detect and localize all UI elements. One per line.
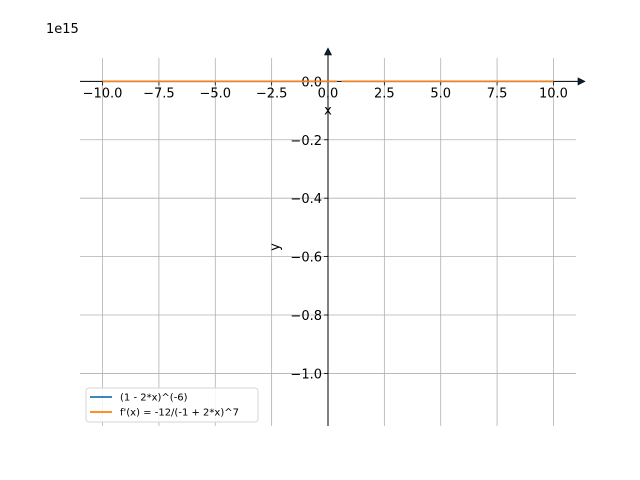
y-scale-offset-label: 1e15 xyxy=(46,22,79,37)
x-tick-label: −10.0 xyxy=(83,86,123,101)
x-tick-label: 10.0 xyxy=(539,86,568,101)
legend-label-2: f'(x) = -12/(-1 + 2*x)^7 xyxy=(120,408,239,419)
y-axis-arrow-icon xyxy=(324,47,332,56)
x-tick-label: 7.5 xyxy=(487,86,508,101)
legend-label-1: (1 - 2*x)^(-6) xyxy=(120,393,188,404)
x-tick-label: 0.0 xyxy=(318,86,339,101)
y-tick-label: −0.2 xyxy=(290,134,322,149)
x-tick-label: −2.5 xyxy=(256,86,288,101)
x-tick-label: −5.0 xyxy=(199,86,231,101)
legend-box xyxy=(85,387,259,423)
y-tick-label: 0.0 xyxy=(301,75,322,90)
x-axis-label: x xyxy=(324,103,332,118)
x-tick-label: 2.5 xyxy=(374,86,395,101)
x-axis-arrow-icon xyxy=(577,77,586,86)
y-tick-label: −0.8 xyxy=(290,309,322,324)
y-axis-label: y xyxy=(268,243,283,251)
y-tick-label: −1.0 xyxy=(290,367,322,382)
y-tick-label: −0.4 xyxy=(290,192,322,207)
x-tick-label: −7.5 xyxy=(143,86,175,101)
x-tick-label: 5.0 xyxy=(430,86,451,101)
y-tick-label: −0.6 xyxy=(290,251,322,266)
